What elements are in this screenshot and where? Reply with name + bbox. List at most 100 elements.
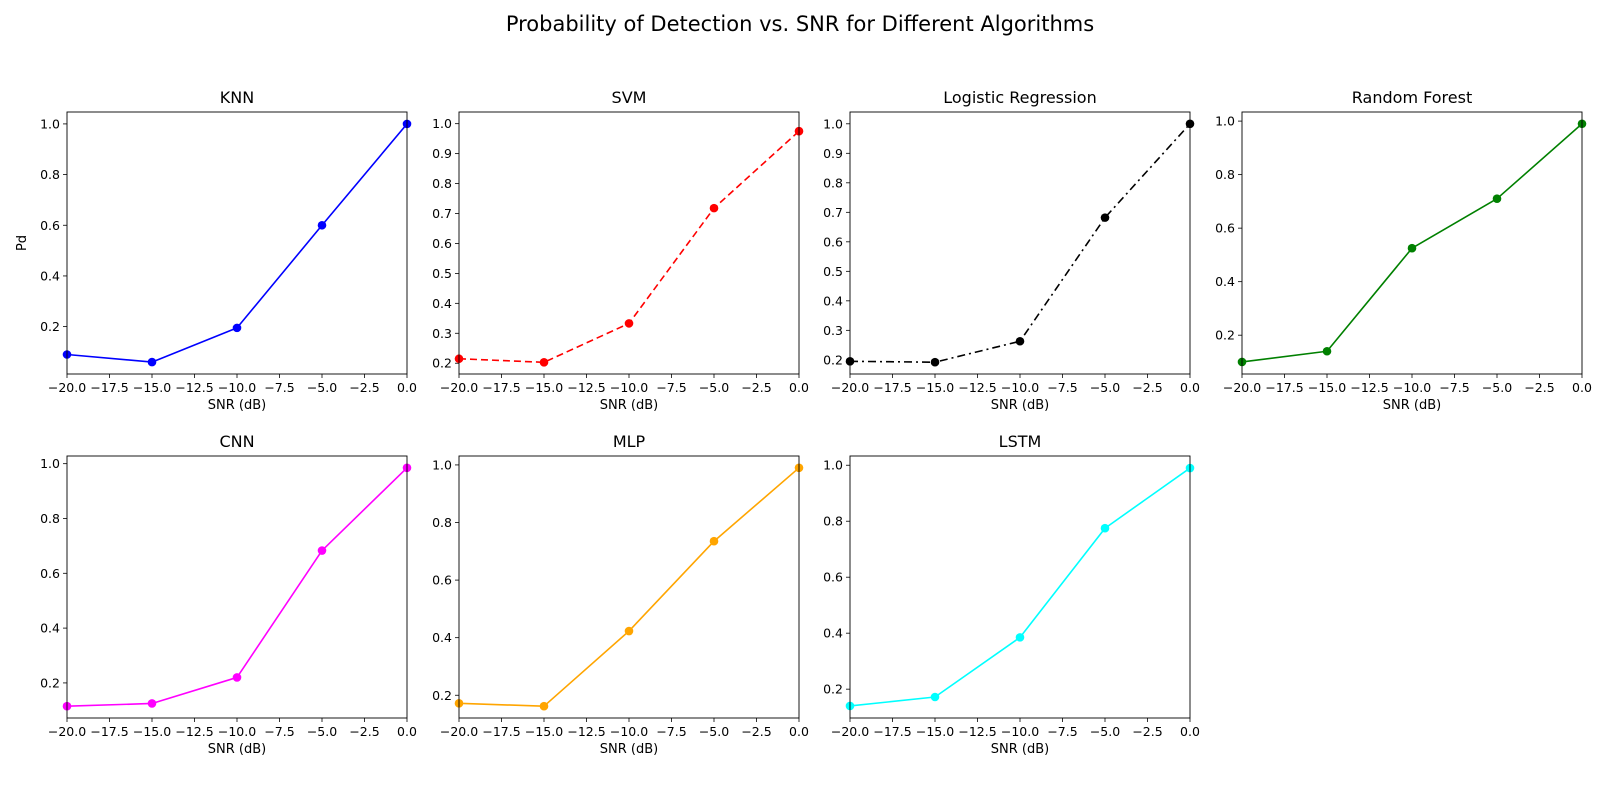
- y-axis-label: Pd: [15, 235, 30, 251]
- x-tick-label: −5.0: [699, 724, 729, 739]
- y-tick-label: 0.8: [823, 514, 843, 529]
- x-tick-label: −10.0: [610, 380, 648, 395]
- subplot-svm: SVM −20.0 −17.5 −15.0 −12.5 −10.0 −7.5 −5.0 −2.5…: [432, 88, 809, 413]
- data-point: [1100, 213, 1110, 222]
- x-tick-label: −5.0: [699, 380, 729, 395]
- data-point: [539, 701, 549, 711]
- figure-title: Probability of Detection vs. SNR for Dif…: [506, 12, 1094, 36]
- x-tick-label: −12.5: [567, 380, 605, 395]
- x-tick-label: 0.0: [397, 724, 417, 739]
- plot-frame: [849, 455, 1191, 719]
- data-point: [232, 323, 242, 333]
- x-axis-label: SNR (dB): [1383, 398, 1441, 413]
- x-tick-label: −17.5: [873, 724, 911, 739]
- x-tick-label: −2.5: [1132, 380, 1162, 395]
- x-tick-label: −7.5: [656, 724, 686, 739]
- y-tick-label: 0.4: [823, 293, 843, 308]
- y-tick-label: 0.2: [40, 675, 60, 690]
- data-point: [1100, 523, 1110, 533]
- x-tick-label: −10.0: [1001, 380, 1039, 395]
- x-tick-label: −12.5: [1350, 380, 1388, 395]
- subplot-cnn: CNN −20.0 −17.5 −15.0 −12.5 −10.0 −7.5 −5.0 −2.5…: [40, 432, 417, 757]
- x-tick-label: −10.0: [218, 724, 256, 739]
- x-tick-label: −5.0: [307, 380, 337, 395]
- x-tick-label: −20.0: [831, 380, 869, 395]
- x-tick-label: −20.0: [1223, 380, 1261, 395]
- x-tick-label: −17.5: [90, 724, 128, 739]
- x-axis-label: SNR (dB): [991, 398, 1049, 413]
- x-tick-label: −2.5: [741, 380, 771, 395]
- x-tick-label: −10.0: [610, 724, 648, 739]
- plot-frame: [1241, 111, 1583, 375]
- y-tick-label: 0.6: [432, 236, 452, 251]
- x-tick-label: −15.0: [1308, 380, 1346, 395]
- x-tick-label: −2.5: [1524, 380, 1554, 395]
- y-tick-label: 0.8: [432, 176, 452, 191]
- data-point: [1015, 633, 1025, 642]
- y-tick-label: 0.6: [432, 573, 452, 588]
- x-axis-label: SNR (dB): [600, 398, 658, 413]
- subplot-logistic-regression: Logistic Regression−20.0 −17.5 −15.0 −12.5−…: [823, 88, 1200, 413]
- y-tick-label: 0.2: [432, 688, 452, 703]
- x-tick-label: −5.0: [1482, 380, 1512, 395]
- subplot-lstm: LSTM −20.0 −17.5 −15.0 −12.5 −10.0 −7.5 −5.0 −2.…: [823, 432, 1200, 757]
- y-tick-label: 0.2: [432, 356, 452, 371]
- y-tick-label: 0.6: [823, 570, 843, 585]
- y-tick-label: 0.5: [823, 264, 843, 279]
- x-axis-label: SNR (dB): [600, 742, 658, 757]
- y-tick-label: 0.4: [1215, 274, 1235, 289]
- x-tick-label: −7.5: [1439, 380, 1469, 395]
- y-tick-label: 0.7: [823, 205, 843, 220]
- x-tick-label: −15.0: [525, 724, 563, 739]
- y-tick-label: 0.4: [432, 630, 452, 645]
- x-tick-label: −2.5: [349, 380, 379, 395]
- y-tick-label: 0.4: [432, 296, 452, 311]
- subplot-knn: KNN −20.0 −17.5 −15.0 −12.5 −10.0 −7.5 −5.0 −2.5…: [15, 88, 417, 413]
- x-tick-label: −2.5: [1132, 724, 1162, 739]
- data-point: [317, 220, 327, 230]
- data-point: [539, 358, 549, 367]
- plot-frame: [458, 455, 800, 719]
- data-point: [624, 626, 634, 636]
- y-tick-label: 1.0: [432, 457, 452, 472]
- x-tick-label: −12.5: [567, 724, 605, 739]
- data-point: [317, 546, 327, 555]
- x-tick-label: −12.5: [175, 380, 213, 395]
- x-tick-label: −7.5: [264, 380, 294, 395]
- x-tick-label: −17.5: [482, 724, 520, 739]
- data-point: [232, 673, 242, 682]
- x-tick-label: −15.0: [133, 380, 171, 395]
- x-tick-label: 0.0: [1572, 380, 1592, 395]
- y-tick-label: 0.8: [40, 167, 60, 182]
- x-tick-label: −2.5: [741, 724, 771, 739]
- x-tick-label: −7.5: [656, 380, 686, 395]
- series-line: [849, 123, 1191, 364]
- subplot-title: KNN: [220, 88, 254, 107]
- y-tick-label: 0.6: [40, 218, 60, 233]
- data-point: [930, 692, 940, 702]
- x-tick-label: −10.0: [1001, 724, 1039, 739]
- y-tick-label: 0.5: [432, 266, 452, 281]
- subplot-title: LSTM: [999, 432, 1042, 451]
- y-tick-label: 1.0: [1215, 114, 1235, 129]
- x-tick-label: −17.5: [1265, 380, 1303, 395]
- x-tick-label: 0.0: [397, 380, 417, 395]
- x-tick-label: −20.0: [440, 380, 478, 395]
- y-tick-label: 0.2: [823, 682, 843, 697]
- x-tick-label: 0.0: [1180, 380, 1200, 395]
- x-tick-label: −2.5: [349, 724, 379, 739]
- subplot-mlp: MLP −20.0 −17.5 −15.0 −12.5 −10.0 −7.5 −5.0 −2.5…: [432, 432, 809, 757]
- subplot-title: Random Forest: [1352, 88, 1472, 107]
- subplot-title: CNN: [219, 432, 254, 451]
- plot-frame: [66, 455, 408, 719]
- x-tick-label: 0.0: [789, 724, 809, 739]
- x-tick-label: −12.5: [175, 724, 213, 739]
- y-tick-label: 0.8: [40, 511, 60, 526]
- y-tick-label: 0.6: [823, 234, 843, 249]
- y-tick-label: 0.3: [823, 323, 843, 338]
- x-axis-label: SNR (dB): [991, 742, 1049, 757]
- x-tick-label: −15.0: [916, 724, 954, 739]
- x-tick-label: −20.0: [48, 380, 86, 395]
- subplot-title: Logistic Regression: [943, 88, 1096, 107]
